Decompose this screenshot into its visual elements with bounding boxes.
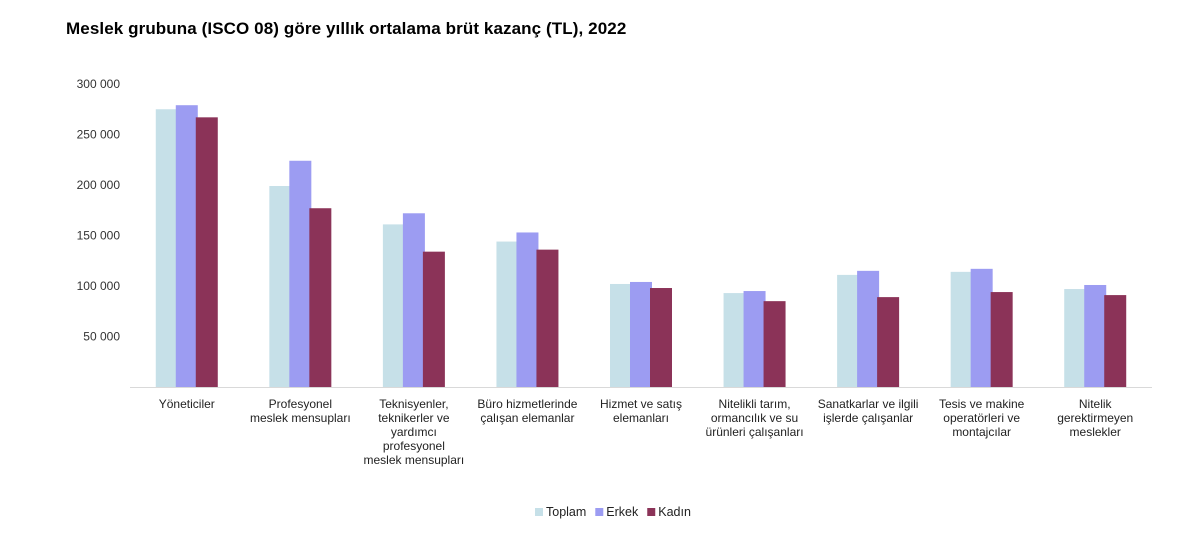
bar-toplam <box>837 274 860 387</box>
bar-kadın <box>1104 295 1127 387</box>
y-tick-label: 150 000 <box>77 229 121 243</box>
x-tick-label: Nitelikli tarım, ormancılık ve su ürünleri… <box>706 397 804 439</box>
legend-label-toplam: Toplam <box>546 505 586 519</box>
x-tick-label: Yöneticiler <box>159 397 215 411</box>
x-axis: Yöneticiler Profesyonel meslek mensupları T… <box>159 397 1133 467</box>
y-tick-label: 200 000 <box>77 178 121 192</box>
bar-kadın <box>422 251 445 387</box>
bar-toplam <box>496 241 519 387</box>
y-tick-label: 50 000 <box>83 330 120 344</box>
bar-erkek <box>1084 284 1107 387</box>
x-tick-label: Profesyonel meslek mensupları <box>250 397 351 425</box>
x-tick-label: Nitelik gerektirmeyen meslekler <box>1057 397 1133 439</box>
chart-title: Meslek grubuna (ISCO 08) göre yıllık ort… <box>66 19 627 38</box>
bar-kadın <box>309 208 332 387</box>
x-tick-label: Tesis ve makine operatörleri ve montajcıla… <box>939 397 1025 439</box>
bar-kadın <box>763 301 786 387</box>
bar-kadın <box>195 117 218 387</box>
bar-toplam <box>1064 289 1087 387</box>
legend-swatch-erkek <box>595 508 604 516</box>
legend-swatch-toplam <box>535 508 543 516</box>
x-tick-label: Teknisyenler, teknikerler ve yardımcı profe… <box>364 397 465 467</box>
bar-toplam <box>155 109 178 387</box>
legend: Toplam Erkek Kadın <box>535 505 691 519</box>
x-tick-label: Sanatkarlar ve ilgili işlerde çalışanlar <box>818 397 919 425</box>
y-tick-label: 300 000 <box>77 77 121 91</box>
legend-label-kadın: Kadın <box>658 505 691 519</box>
x-tick-label: Büro hizmetlerinde çalışan elemanlar <box>477 397 577 425</box>
x-tick-label: Hizmet ve satış elemanları <box>600 397 682 425</box>
bar-erkek <box>289 160 312 387</box>
bar-kadın <box>650 288 672 387</box>
legend-label-erkek: Erkek <box>606 505 639 519</box>
bars <box>155 105 1127 388</box>
bar-erkek <box>857 270 880 387</box>
bar-erkek <box>970 268 993 387</box>
y-tick-label: 100 000 <box>77 279 121 293</box>
bar-toplam <box>723 293 746 387</box>
y-axis: 50 000 100 000 150 000 200 000 250 000 300 00… <box>77 77 121 344</box>
bar-kadın <box>877 297 900 387</box>
bar-toplam <box>382 224 405 387</box>
bar-erkek <box>630 281 652 387</box>
bar-kadın <box>536 249 559 387</box>
bar-erkek <box>516 232 539 387</box>
bar-toplam <box>950 271 973 387</box>
bar-toplam <box>269 186 292 387</box>
bar-erkek <box>175 105 198 388</box>
bar-kadın <box>990 292 1013 387</box>
bar-erkek <box>743 291 766 387</box>
bar-toplam <box>610 283 632 387</box>
y-tick-label: 250 000 <box>77 128 121 142</box>
legend-swatch-kadın <box>647 508 656 516</box>
bar-erkek <box>402 213 425 387</box>
